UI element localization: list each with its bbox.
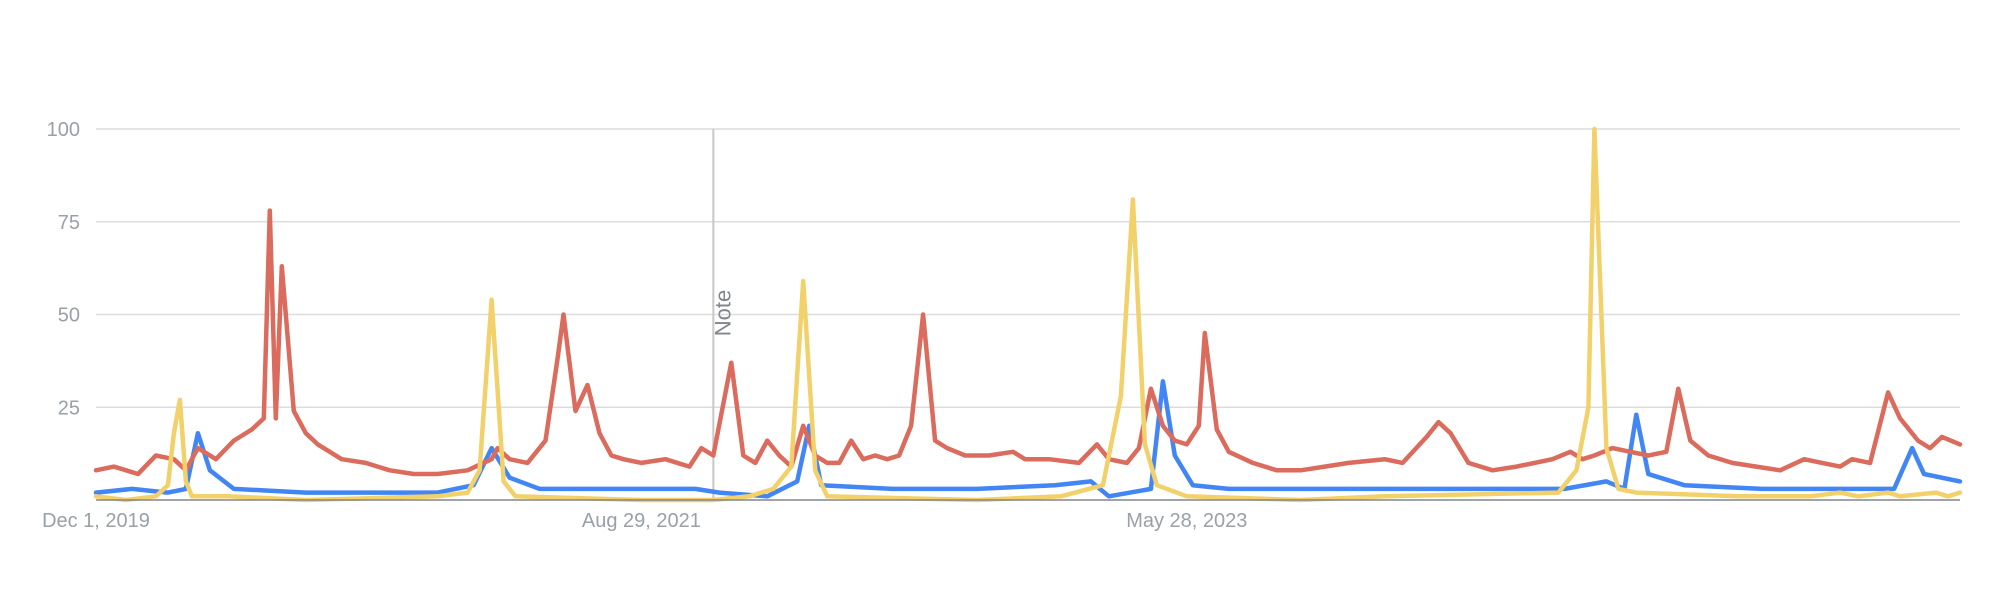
annotation: Note (710, 129, 735, 500)
y-tick-label: 50 (58, 305, 80, 327)
gridlines (96, 128, 1960, 408)
note-label: Note (710, 290, 735, 336)
x-tick-label: Aug 29, 2021 (582, 510, 701, 532)
series-lines (93, 126, 1963, 503)
x-tick-label: May 28, 2023 (1126, 510, 1247, 532)
y-tick-label: 75 (58, 212, 80, 234)
series-line-2 (93, 208, 1963, 477)
axes: 25 50 75 100 Dec 1, 2019 Aug 29, 2021 May 28, … (42, 119, 1960, 532)
y-tick-label: 25 (58, 397, 80, 419)
series-line-1 (93, 379, 1963, 499)
series-line-3 (93, 126, 1963, 503)
y-tick-label: 100 (47, 119, 80, 141)
x-tick-label: Dec 1, 2019 (42, 510, 150, 532)
